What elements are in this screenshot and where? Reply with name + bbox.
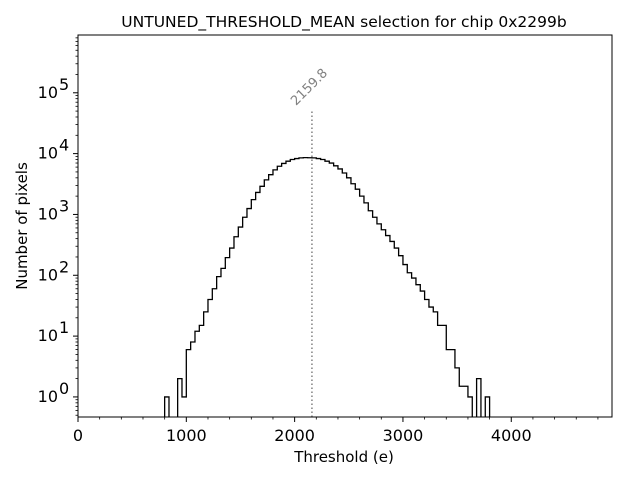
y-tick-label: 10 (38, 144, 58, 163)
x-axis-label: Threshold (e) (293, 448, 394, 466)
y-tick-exponent: 4 (59, 136, 69, 155)
y-tick-label: 10 (38, 83, 58, 102)
x-tick-label: 1000 (166, 426, 207, 445)
chart-title: UNTUNED_THRESHOLD_MEAN selection for chi… (121, 13, 566, 32)
x-tick-label: 3000 (383, 426, 424, 445)
x-tick-label: 4000 (491, 426, 532, 445)
x-tick-label: 2000 (274, 426, 315, 445)
y-tick-label: 10 (38, 326, 58, 345)
y-tick-label: 10 (38, 265, 58, 284)
y-tick-label: 10 (38, 204, 58, 223)
axes-frame (77, 34, 613, 418)
y-tick-exponent: 0 (59, 379, 69, 398)
histogram-outline (164, 156, 491, 417)
y-tick-exponent: 1 (59, 318, 69, 337)
y-tick-exponent: 5 (59, 75, 69, 94)
y-axis-label: Number of pixels (13, 162, 31, 290)
y-tick-exponent: 3 (59, 196, 69, 215)
x-axis-ticks: 0 1000 2000 3000 4000 (73, 417, 599, 445)
y-tick-exponent: 2 (59, 257, 69, 276)
y-tick-label: 10 (38, 387, 58, 406)
x-tick-label: 0 (73, 426, 83, 445)
